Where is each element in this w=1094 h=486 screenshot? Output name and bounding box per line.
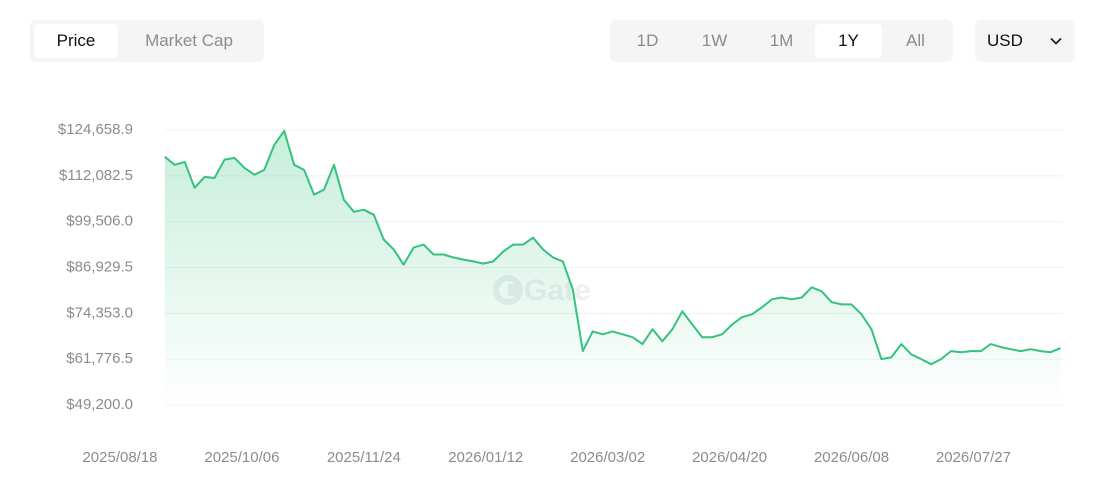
- y-tick-label: $49,200.0: [66, 396, 133, 413]
- x-tick-label: 2026/01/12: [448, 449, 523, 466]
- x-tick-label: 2026/07/27: [936, 449, 1011, 466]
- tab-switch: Price Market Cap: [30, 20, 264, 62]
- tab-button[interactable]: Price: [34, 24, 118, 58]
- tab-button[interactable]: Market Cap: [145, 31, 233, 50]
- y-tick-label: $74,353.0: [66, 304, 133, 321]
- x-tick-label: 2025/08/18: [82, 449, 157, 466]
- range-button[interactable]: 1Y: [815, 24, 882, 58]
- currency-label: USD: [987, 31, 1023, 50]
- range-button[interactable]: 1M: [769, 31, 794, 50]
- y-tick-label: $99,506.0: [66, 213, 133, 230]
- x-tick-label: 2026/03/02: [570, 449, 645, 466]
- x-tick-label: 2026/06/08: [814, 449, 889, 466]
- price-line: [164, 129, 1061, 366]
- currency-select[interactable]: USD: [975, 20, 1075, 62]
- y-tick-label: $61,776.5: [66, 350, 133, 367]
- x-tick-label: 2025/10/06: [204, 449, 279, 466]
- area-fill: [164, 130, 1061, 405]
- chevron-icon: [1050, 37, 1062, 45]
- x-tick-label: 2026/04/20: [692, 449, 767, 466]
- y-tick-label: $124,658.9: [58, 121, 133, 138]
- range-button[interactable]: 1W: [701, 31, 728, 50]
- y-tick-label: $86,929.5: [66, 258, 133, 275]
- range-button[interactable]: 1D: [636, 31, 659, 50]
- range-switch: 1D 1W 1M 1Y All: [610, 20, 953, 62]
- y-tick-label: $112,082.5: [59, 167, 133, 184]
- range-button[interactable]: All: [906, 31, 925, 50]
- x-tick-label: 2025/11/24: [327, 449, 401, 466]
